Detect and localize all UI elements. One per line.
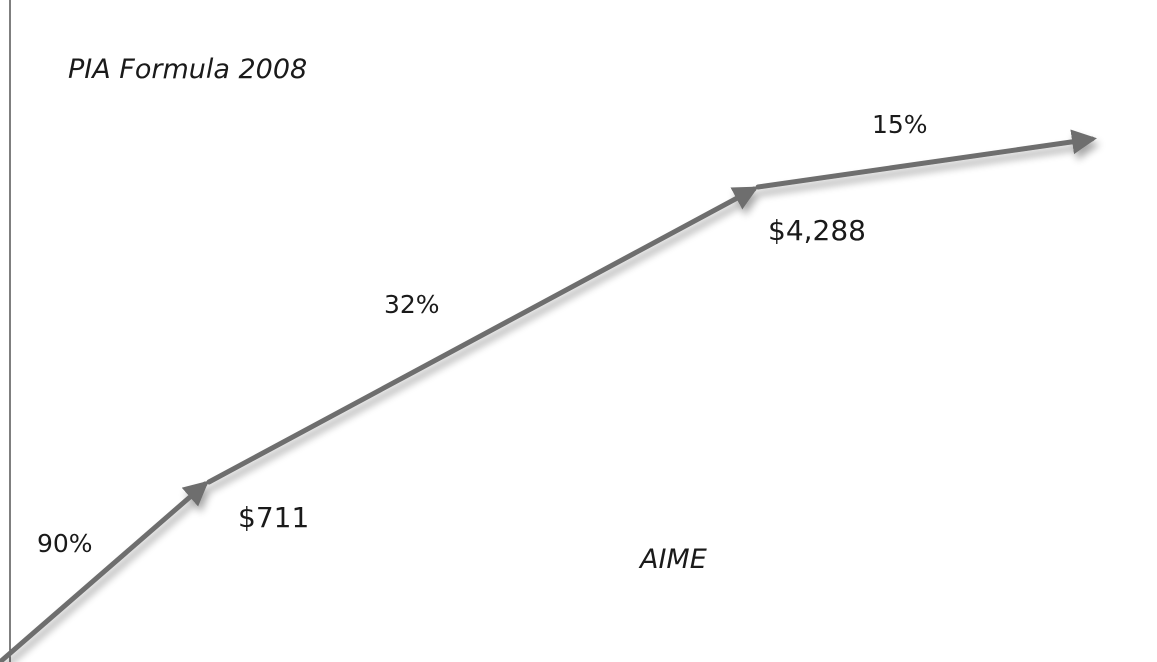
rate-label-90: 90% bbox=[37, 529, 93, 558]
rate-label-32: 32% bbox=[384, 290, 440, 319]
rate-label-15: 15% bbox=[872, 110, 928, 139]
segment-arrow-90 bbox=[0, 480, 209, 662]
diagram-title: PIA Formula 2008 bbox=[68, 54, 307, 85]
bend-point-label-first: $711 bbox=[238, 501, 309, 534]
x-axis-label: AIME bbox=[638, 544, 707, 575]
arrow-group bbox=[0, 129, 1097, 662]
bend-point-label-second: $4,288 bbox=[768, 214, 866, 247]
segment-arrow-32 bbox=[206, 186, 759, 485]
segment-arrow-15 bbox=[755, 129, 1097, 190]
